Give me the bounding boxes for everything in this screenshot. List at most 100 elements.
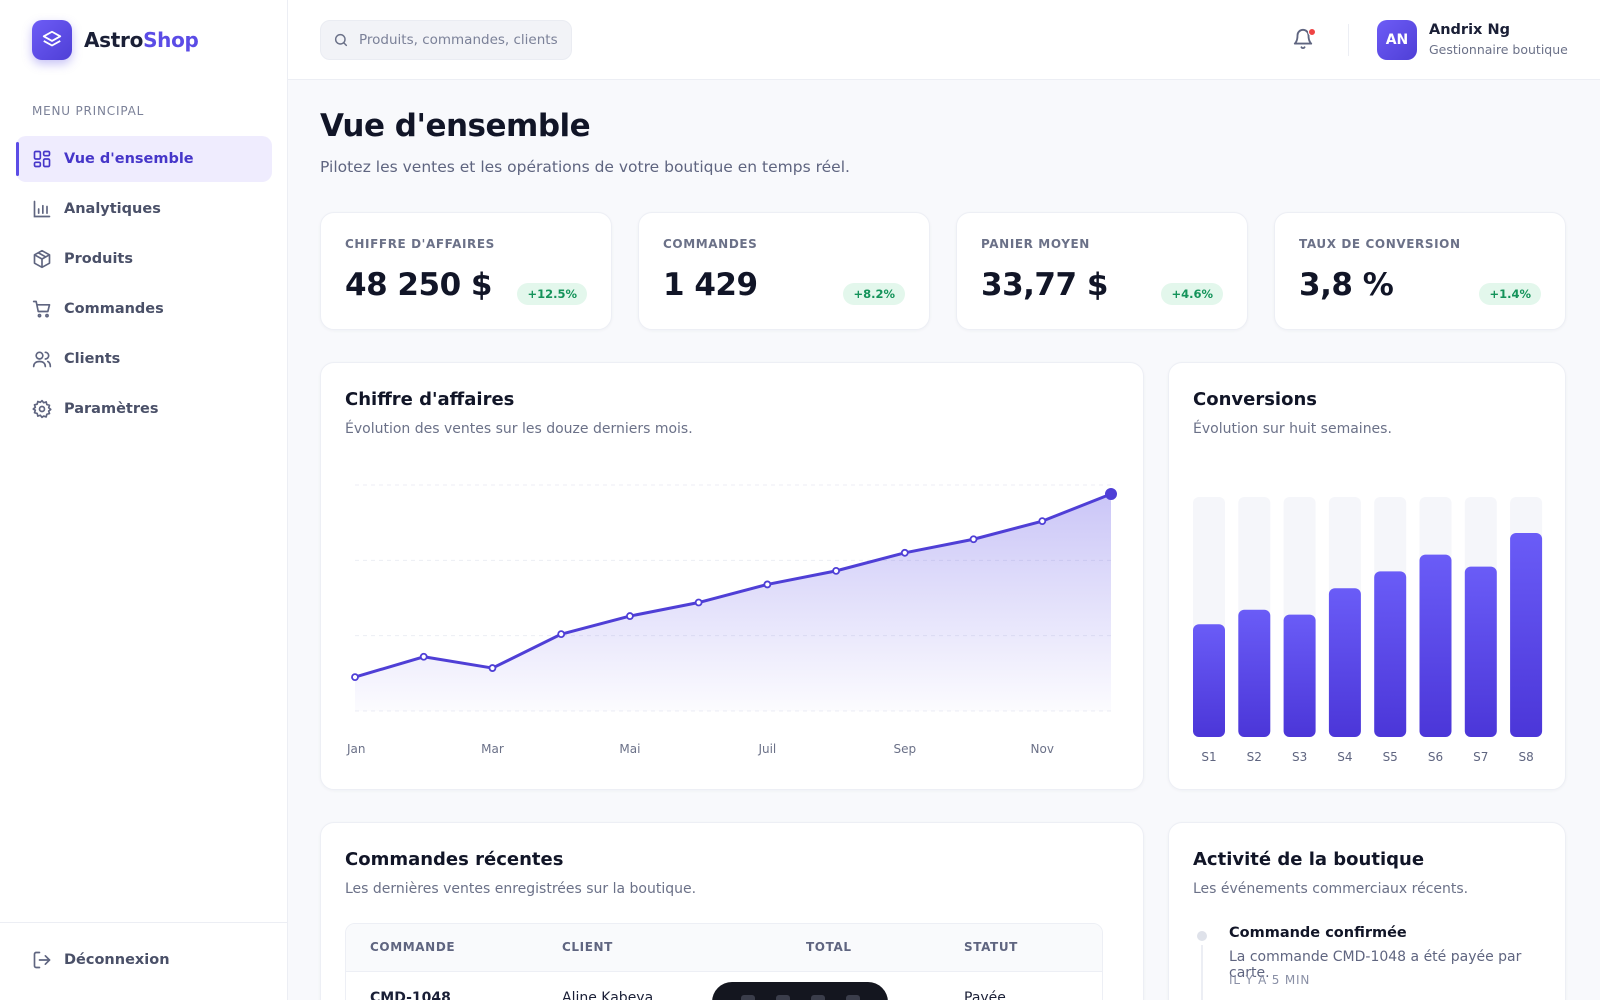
sidebar-item-customers[interactable]: Clients	[16, 336, 272, 382]
x-tick-label: Sep	[894, 742, 917, 756]
data-point[interactable]	[694, 598, 703, 607]
conversion-bar-chart: S1 S2 S3 S4 S5 S6 S7 S8	[1193, 497, 1543, 764]
x-tick-label: S2	[1247, 750, 1262, 764]
kpi-value: 1 429	[663, 267, 758, 303]
x-tick-label: S6	[1428, 750, 1443, 764]
kpi-value: 3,8 %	[1299, 267, 1394, 303]
bar[interactable]	[1193, 624, 1225, 737]
column-header-total[interactable]: TOTAL	[806, 940, 852, 954]
data-point[interactable]	[557, 630, 566, 639]
bar[interactable]	[1283, 614, 1316, 737]
column-header-order[interactable]: COMMANDE	[370, 940, 456, 954]
topbar-divider	[1348, 24, 1349, 56]
toolbar-icon-4[interactable]	[845, 995, 860, 1000]
x-tick-label: S3	[1292, 750, 1307, 764]
bar[interactable]	[1374, 571, 1407, 737]
data-point[interactable]	[763, 580, 772, 589]
card-title: Commandes récentes	[345, 849, 564, 870]
bar[interactable]	[1464, 566, 1497, 737]
users-icon	[32, 351, 52, 368]
revenue-line-chart: Jan Mar Mai Juil Sep Nov	[346, 484, 1117, 756]
x-tick-label: S5	[1383, 750, 1398, 764]
sidebar-item-overview[interactable]: Vue d'ensemble	[16, 136, 272, 182]
x-tick-label: S1	[1201, 750, 1216, 764]
kpi-value: 33,77 $	[981, 267, 1108, 303]
kpi-card-orders: COMMANDES 1 429 +8.2%	[638, 212, 930, 330]
search-input[interactable]	[359, 32, 559, 48]
brand-logo[interactable]: AstroShop	[32, 20, 199, 60]
toolbar-icon-3[interactable]	[810, 995, 825, 1000]
data-point[interactable]	[626, 612, 634, 620]
area-fill	[355, 494, 1111, 711]
card-subtitle: Les événements commerciaux récents.	[1193, 881, 1469, 897]
bar[interactable]	[1510, 533, 1543, 737]
recent-orders-card: Commandes récentes Les dernières ventes …	[320, 822, 1144, 1000]
sidebar-item-label: Commandes	[64, 301, 164, 317]
orders-table: COMMANDE CLIENT TOTAL STATUT CMD-1048 Al…	[345, 923, 1103, 1000]
activity-title: Commande confirmée	[1229, 925, 1407, 941]
order-client: Aline Kabeya	[562, 990, 654, 1000]
kpi-card-revenue: CHIFFRE D'AFFAIRES 48 250 $ +12.5%	[320, 212, 612, 330]
x-tick-label: S8	[1518, 750, 1533, 764]
data-point[interactable]	[419, 652, 428, 661]
conversion-chart-card: Conversions Évolution sur huit semaines.…	[1168, 362, 1566, 790]
card-subtitle: Les dernières ventes enregistrées sur la…	[345, 881, 697, 897]
x-tick-label: S4	[1337, 750, 1352, 764]
activity-description: La commande CMD-1048 a été payée par car…	[1229, 949, 1522, 981]
user-role: Gestionnaire boutique	[1429, 42, 1568, 57]
sidebar-item-analytics[interactable]: Analytiques	[16, 186, 272, 232]
floating-toolbar[interactable]	[712, 982, 888, 1000]
kpi-change-badge: +1.4%	[1479, 283, 1541, 305]
user-name[interactable]: Andrix Ng	[1429, 22, 1510, 38]
data-point[interactable]	[351, 673, 359, 682]
data-point[interactable]	[900, 548, 909, 557]
kpi-label: COMMANDES	[663, 237, 758, 251]
sidebar-item-products[interactable]: Produits	[16, 236, 272, 282]
timeline-line	[1201, 945, 1203, 1000]
kpi-change-badge: +8.2%	[843, 283, 905, 305]
page-title: Vue d'ensemble	[320, 108, 591, 144]
notifications-button[interactable]	[1292, 28, 1316, 52]
layers-icon	[32, 20, 72, 60]
toolbar-icon-2[interactable]	[775, 995, 790, 1000]
sidebar: AstroShop MENU PRINCIPAL Vue d'ensemble …	[0, 0, 288, 1000]
kpi-label: CHIFFRE D'AFFAIRES	[345, 237, 495, 251]
x-tick-label: Nov	[1031, 742, 1054, 756]
data-point[interactable]	[832, 566, 840, 575]
x-tick-label: Mar	[481, 742, 504, 756]
kpi-label: PANIER MOYEN	[981, 237, 1090, 251]
data-point[interactable]	[969, 535, 978, 544]
series-line	[353, 492, 1113, 679]
card-title: Chiffre d'affaires	[345, 389, 515, 410]
column-header-client[interactable]: CLIENT	[562, 940, 613, 954]
logout-label: Déconnexion	[64, 952, 170, 968]
logout-button[interactable]: Déconnexion	[16, 937, 272, 983]
card-subtitle: Évolution sur huit semaines.	[1193, 421, 1392, 437]
toolbar-icon-1[interactable]	[740, 995, 755, 1000]
bar[interactable]	[1419, 554, 1452, 737]
avatar[interactable]: AN	[1377, 20, 1417, 60]
cart-icon	[32, 300, 51, 318]
x-tick-label: Juil	[757, 742, 776, 756]
page-subtitle: Pilotez les ventes et les opérations de …	[320, 158, 850, 176]
gear-icon	[32, 399, 52, 419]
sidebar-item-settings[interactable]: Paramètres	[16, 386, 272, 432]
order-id[interactable]: CMD-1048	[370, 990, 451, 1000]
search-box[interactable]	[320, 20, 572, 60]
column-header-status[interactable]: STATUT	[964, 940, 1018, 954]
sidebar-item-orders[interactable]: Commandes	[16, 286, 272, 332]
kpi-change-badge: +4.6%	[1161, 283, 1223, 305]
sidebar-item-label: Vue d'ensemble	[64, 151, 194, 167]
bar[interactable]	[1238, 609, 1271, 737]
x-tick-label: S7	[1473, 750, 1488, 764]
bar[interactable]	[1328, 588, 1361, 737]
data-point[interactable]	[1038, 517, 1047, 526]
data-point[interactable]	[1105, 488, 1117, 501]
activity-time: IL Y A 5 MIN	[1229, 973, 1311, 987]
data-point[interactable]	[488, 664, 497, 672]
sidebar-item-label: Paramètres	[64, 401, 159, 417]
table-header: COMMANDE CLIENT TOTAL STATUT	[346, 924, 1102, 972]
card-subtitle: Évolution des ventes sur les douze derni…	[345, 421, 693, 437]
menu-section-label: MENU PRINCIPAL	[32, 104, 145, 118]
kpi-change-badge: +12.5%	[517, 283, 587, 305]
